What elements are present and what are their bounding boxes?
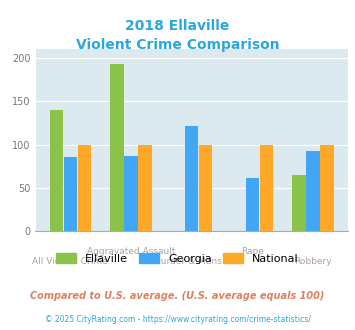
Bar [199,145,212,231]
Text: Rape: Rape [241,247,264,255]
Text: © 2025 CityRating.com - https://www.cityrating.com/crime-statistics/: © 2025 CityRating.com - https://www.city… [45,315,310,324]
Bar [306,150,320,231]
Bar [320,145,334,231]
Text: 2018 Ellaville: 2018 Ellaville [125,19,230,33]
Bar [185,125,198,231]
Bar [110,64,124,231]
Text: Compared to U.S. average. (U.S. average equals 100): Compared to U.S. average. (U.S. average … [30,291,325,301]
Bar [138,145,152,231]
Bar [293,175,306,231]
Bar [124,156,138,231]
Text: All Violent Crime: All Violent Crime [32,257,108,266]
Bar [50,110,63,231]
Legend: Ellaville, Georgia, National: Ellaville, Georgia, National [52,249,303,268]
Bar [64,157,77,231]
Text: Robbery: Robbery [294,257,332,266]
Bar [246,178,259,231]
Text: Murder & Mans...: Murder & Mans... [153,257,230,266]
Bar [260,145,273,231]
Text: Violent Crime Comparison: Violent Crime Comparison [76,38,279,51]
Text: Aggravated Assault: Aggravated Assault [87,247,175,255]
Bar [78,145,91,231]
